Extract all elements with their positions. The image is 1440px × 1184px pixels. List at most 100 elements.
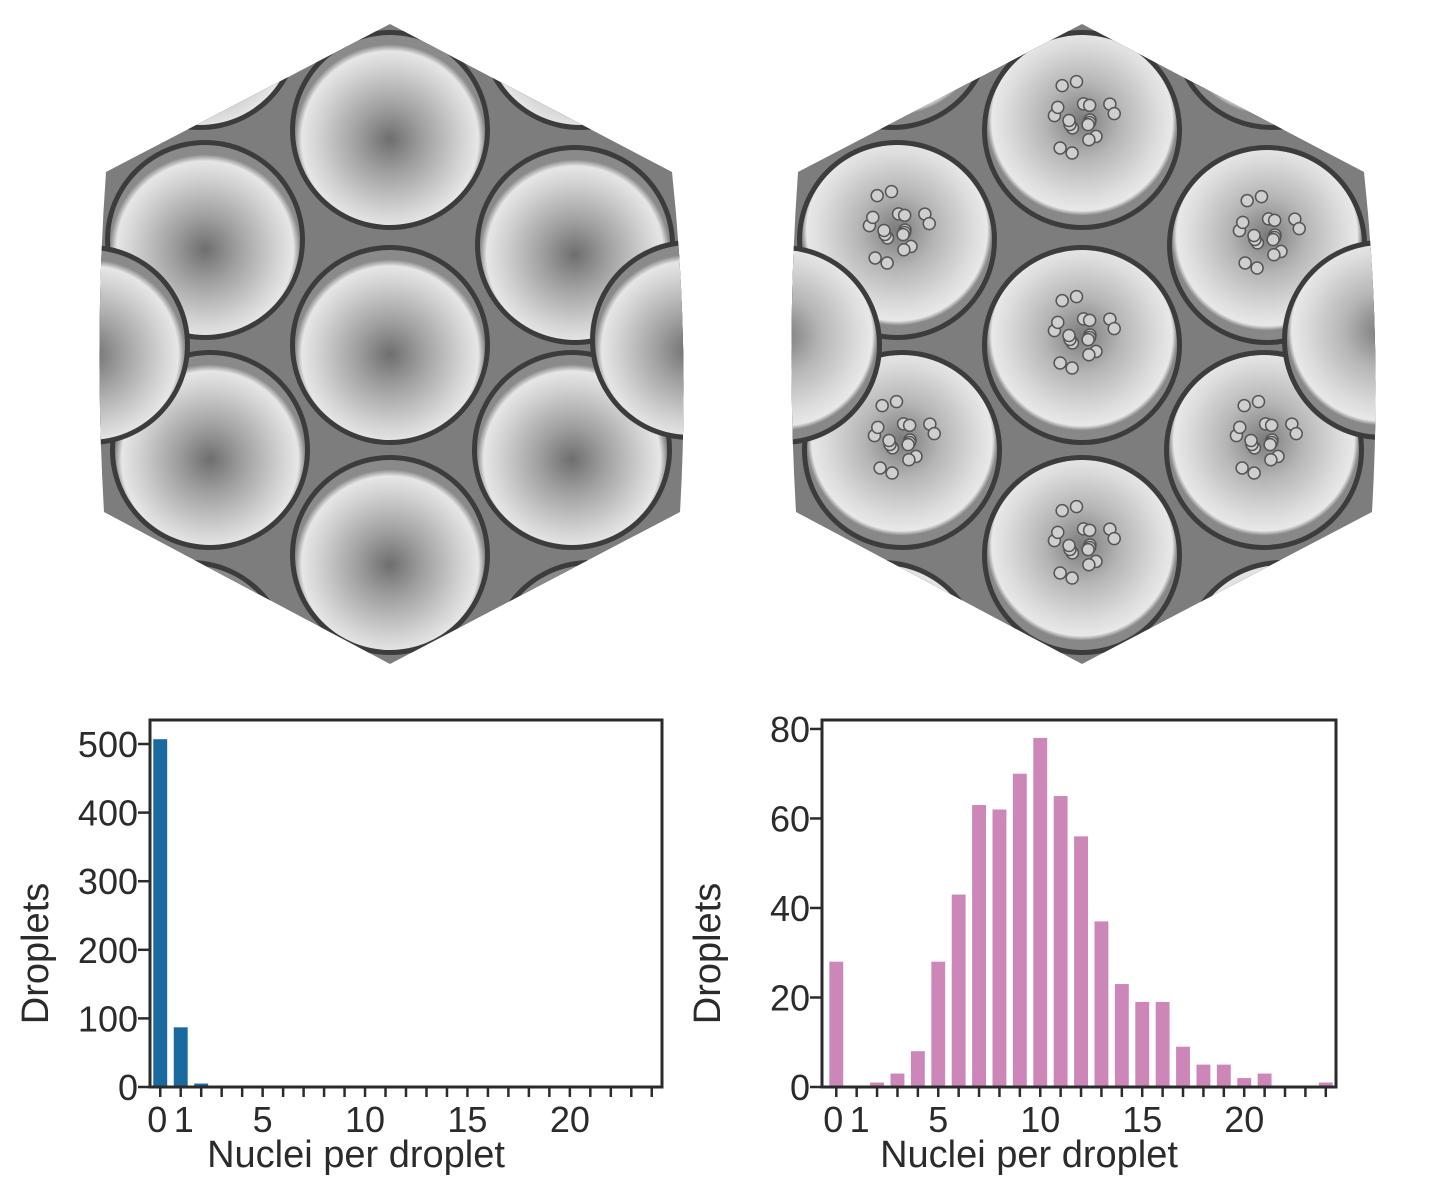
nucleus	[866, 210, 880, 225]
x-tick-label: 20	[550, 1099, 590, 1140]
nucleus	[1247, 466, 1261, 480]
bar-13	[1094, 921, 1109, 1087]
bar-0	[829, 961, 844, 1087]
bar-16	[1155, 1001, 1170, 1087]
bar-1	[173, 1027, 188, 1087]
droplet	[1187, 565, 1376, 664]
droplet	[295, 35, 485, 225]
bar-9	[1012, 773, 1027, 1087]
nucleus	[1238, 256, 1252, 270]
bar-12	[1074, 836, 1088, 1087]
droplet	[791, 565, 977, 664]
nucleus	[873, 461, 887, 475]
nucleus	[1263, 437, 1277, 452]
droplet-edge	[982, 0, 1182, 20]
bar-11	[1053, 796, 1068, 1087]
micrograph-empty-droplets	[99, 0, 684, 664]
nucleus	[1247, 228, 1261, 243]
nucleus	[1107, 106, 1121, 121]
nucleus	[1062, 538, 1076, 553]
y-tick-label: 40	[770, 888, 810, 929]
y-axis-label: Droplets	[687, 883, 729, 1025]
x-tick-label: 15	[1122, 1099, 1162, 1140]
nucleus	[1254, 189, 1269, 204]
bar-10	[1033, 737, 1048, 1087]
nucleus	[1081, 542, 1095, 557]
nucleus	[885, 466, 899, 480]
nucleus	[897, 208, 912, 223]
bar-5	[931, 961, 946, 1087]
y-tick-label: 20	[770, 977, 810, 1018]
nucleus	[1055, 78, 1069, 93]
y-tick-label: 0	[790, 1067, 810, 1108]
x-tick-label: 10	[1020, 1099, 1060, 1140]
y-tick-label: 0	[118, 1067, 138, 1108]
droplet	[99, 250, 185, 440]
y-tick-label: 500	[78, 724, 138, 765]
nucleus	[1082, 523, 1097, 538]
nucleus	[896, 227, 910, 242]
nucleus	[902, 453, 916, 467]
droplet	[987, 250, 1177, 440]
y-tick-label: 200	[78, 930, 138, 971]
bar-17	[1176, 1046, 1190, 1087]
nucleus	[1055, 503, 1069, 518]
nucleus	[1237, 398, 1251, 413]
x-axis-label: Nuclei per droplet	[880, 1134, 1178, 1176]
nucleus	[1235, 461, 1249, 475]
x-tick-label: 1	[850, 1099, 870, 1140]
y-tick-label: 400	[78, 793, 138, 834]
nucleus	[1081, 332, 1095, 347]
bar-3	[890, 1073, 905, 1087]
droplet	[595, 245, 684, 435]
bar-7	[972, 805, 986, 1087]
nucleus	[882, 433, 896, 448]
droplet	[295, 250, 485, 440]
droplet	[1287, 245, 1376, 435]
y-tick-label: 60	[770, 798, 810, 839]
x-tick-label: 5	[928, 1099, 948, 1140]
bar-15	[1135, 1001, 1150, 1087]
nucleus	[902, 418, 917, 433]
nucleus	[1065, 361, 1079, 375]
nucleus	[1062, 328, 1076, 343]
nucleus	[1053, 356, 1067, 370]
nucleus	[1065, 146, 1079, 160]
droplet-edge	[290, 0, 490, 20]
nucleus	[1251, 394, 1266, 409]
x-tick-label: 1	[174, 1099, 194, 1140]
bar-19	[1216, 1064, 1231, 1087]
nucleus	[1055, 293, 1069, 308]
y-axis-label: Droplets	[15, 883, 57, 1025]
bar-24	[1318, 1082, 1333, 1087]
nucleus	[1082, 348, 1096, 362]
nucleus	[1267, 213, 1282, 228]
nucleus	[880, 256, 894, 270]
nucleus	[1081, 117, 1095, 132]
bar-2	[194, 1083, 209, 1087]
nucleus	[868, 251, 882, 265]
x-tick-label: 15	[447, 1099, 487, 1140]
bar-18	[1196, 1064, 1211, 1087]
bar-14	[1114, 984, 1129, 1087]
x-tick-label: 10	[345, 1099, 385, 1140]
nucleus	[927, 426, 941, 441]
nucleus	[1053, 141, 1067, 155]
nucleus	[884, 184, 899, 199]
nucleus	[1065, 571, 1079, 585]
nucleus	[877, 223, 891, 238]
nucleus	[897, 243, 911, 257]
nucleus	[1233, 420, 1247, 435]
nucleus	[871, 420, 885, 435]
x-tick-label: 0	[823, 1099, 843, 1140]
y-tick-label: 300	[78, 861, 138, 902]
nucleus	[1244, 433, 1258, 448]
nucleus	[1069, 499, 1084, 514]
nucleus	[870, 188, 884, 203]
bar-20	[1237, 1078, 1252, 1087]
nucleus	[1107, 321, 1121, 336]
bar-21	[1257, 1073, 1272, 1087]
nucleus	[901, 437, 915, 452]
